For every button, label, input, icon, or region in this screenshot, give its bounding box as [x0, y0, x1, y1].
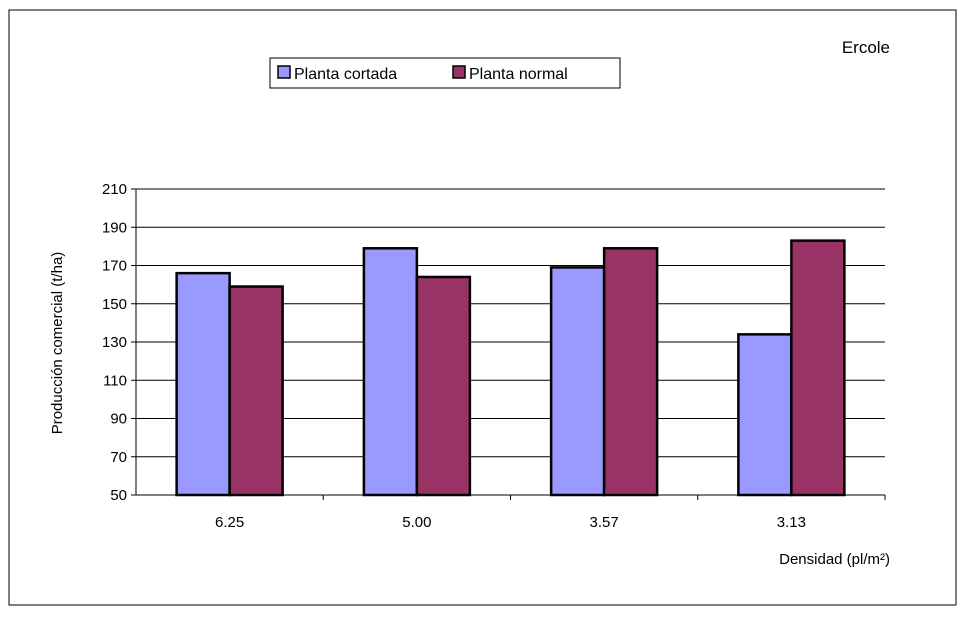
y-tick-label: 170 — [102, 258, 127, 275]
bar-planta-cortada — [737, 333, 793, 497]
legend-swatch-planta-cortada — [277, 65, 291, 79]
y-tick-label: 150 — [102, 296, 127, 313]
y-tick-label: 210 — [102, 181, 127, 198]
chart-title: Ercole — [842, 38, 890, 57]
bar-planta-normal — [415, 275, 472, 497]
bar-planta-normal — [790, 239, 846, 497]
x-tick-label: 5.00 — [402, 514, 431, 531]
legend-label-planta-cortada: Planta cortada — [294, 66, 397, 83]
bar-planta-cortada — [549, 266, 606, 497]
y-tick-label: 130 — [102, 334, 127, 351]
legend-swatch-planta-normal — [452, 65, 466, 79]
x-tick-label: 3.13 — [777, 514, 806, 531]
bar-planta-normal — [228, 285, 284, 497]
y-tick-label: 70 — [110, 449, 127, 466]
bar-planta-normal — [602, 247, 659, 497]
plot-area: 50 70 90 110 130 150 170 190 210 6.25 5.00 3.57 3.13 — [102, 181, 886, 531]
y-tick-label: 110 — [103, 372, 127, 389]
legend: Planta cortada Planta normal — [269, 57, 621, 89]
y-tick-label: 190 — [102, 219, 127, 236]
x-axis-label: Densidad (pl/m²) — [779, 551, 890, 568]
legend-label-planta-normal: Planta normal — [469, 66, 568, 83]
y-tick-label: 90 — [110, 411, 127, 428]
x-tick-label: 6.25 — [215, 514, 244, 531]
x-tick-label: 3.57 — [590, 514, 619, 531]
y-axis-label: Producción comercial (t/ha) — [49, 252, 66, 435]
y-tick-label: 50 — [110, 487, 127, 504]
bar-planta-cortada — [175, 271, 231, 497]
legend-box — [269, 57, 621, 89]
bar-planta-cortada — [362, 247, 419, 497]
